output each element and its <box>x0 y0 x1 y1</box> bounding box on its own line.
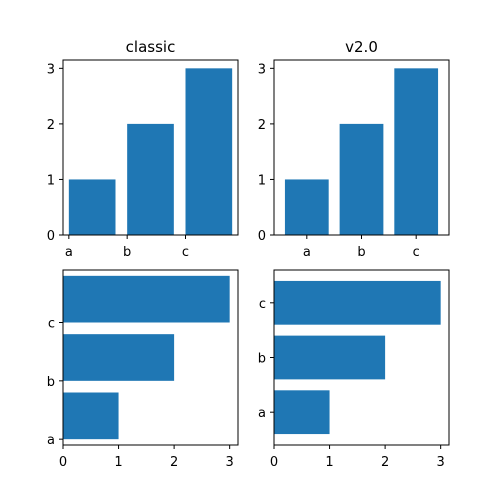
bar-b <box>63 334 175 381</box>
x-tick-label: 0 <box>270 455 278 470</box>
y-tick-label: a <box>47 433 55 448</box>
y-tick-label: 1 <box>258 173 266 188</box>
y-tick-label: 3 <box>47 62 55 77</box>
y-tick-label: b <box>47 375 55 390</box>
bar-b <box>274 335 386 380</box>
axes-frame <box>62 59 239 236</box>
y-tick-label: a <box>258 406 266 421</box>
x-tick-label: 3 <box>437 455 445 470</box>
y-tick-label: 2 <box>258 118 266 133</box>
y-tick-label: 1 <box>47 173 55 188</box>
subplot-title: classic <box>126 38 176 56</box>
subplot-1: 0 1 2 3 a b c classic <box>47 38 239 260</box>
y-tick-label: 3 <box>258 62 266 77</box>
y-tick-label: 0 <box>258 229 266 244</box>
x-tick-label: 0 <box>59 455 67 470</box>
x-tick-label: 1 <box>325 455 333 470</box>
bar-a <box>284 179 329 235</box>
bar-b <box>127 123 174 235</box>
y-tick-label: 0 <box>47 229 55 244</box>
x-tick-label: 3 <box>226 455 234 470</box>
bar-a <box>274 390 330 435</box>
x-tick-label: a <box>303 245 311 260</box>
x-tick-label: a <box>65 245 73 260</box>
x-tick-label: 1 <box>114 455 122 470</box>
x-tick-label: 2 <box>381 455 389 470</box>
y-tick-label: c <box>48 317 55 332</box>
x-tick-label: 2 <box>170 455 178 470</box>
bar-c <box>63 275 230 323</box>
axes-frame <box>62 269 239 446</box>
x-tick-label: b <box>123 245 131 260</box>
axes-frame <box>273 59 450 236</box>
x-tick-label: b <box>357 245 365 260</box>
bar-b <box>339 123 384 235</box>
subplot-4: 0 1 2 3 a b c <box>258 269 450 470</box>
bar-a <box>68 179 116 235</box>
bar-c <box>185 68 233 235</box>
x-tick-label: c <box>413 245 420 260</box>
y-tick-label: c <box>259 297 266 312</box>
axes-frame <box>273 269 450 446</box>
bar-a <box>63 392 119 440</box>
y-tick-label: b <box>258 352 266 367</box>
bar-c <box>394 68 439 235</box>
y-tick-label: 2 <box>47 118 55 133</box>
subplot-3: 0 1 2 3 a b c <box>47 269 239 470</box>
subplot-2: 0 1 2 3 a b c v2.0 <box>258 38 450 260</box>
x-tick-label: c <box>182 245 189 260</box>
bar-c <box>274 280 441 325</box>
subplot-title: v2.0 <box>345 38 378 56</box>
